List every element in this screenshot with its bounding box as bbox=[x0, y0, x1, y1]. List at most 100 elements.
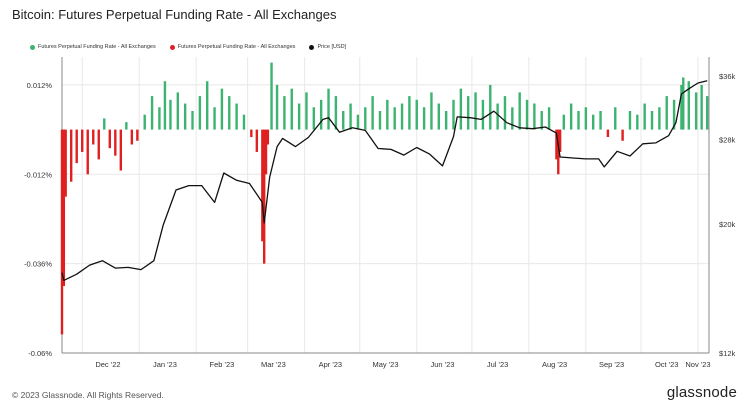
funding-bar-negative bbox=[255, 129, 259, 152]
legend-item-price[interactable]: Price [USD] bbox=[309, 44, 346, 50]
x-tick-label: Jul '23 bbox=[487, 360, 508, 369]
x-tick-label: Nov '23 bbox=[685, 360, 710, 369]
funding-bar-positive bbox=[150, 96, 154, 130]
funding-bar-positive bbox=[220, 88, 224, 130]
funding-bar-negative bbox=[606, 129, 610, 138]
x-tick-label: Oct '23 bbox=[655, 360, 679, 369]
funding-bar-positive bbox=[228, 96, 231, 130]
funding-bar-positive bbox=[577, 110, 580, 130]
funding-bar-negative bbox=[621, 129, 624, 141]
funding-bar-negative bbox=[81, 129, 84, 152]
legend-label-price: Price [USD] bbox=[317, 44, 347, 50]
funding-bar-positive bbox=[103, 118, 106, 130]
y-right-tick-label: $28k bbox=[719, 135, 736, 144]
funding-bar-positive bbox=[334, 96, 338, 130]
funding-bar-positive bbox=[364, 107, 367, 130]
funding-bar-positive bbox=[163, 81, 167, 130]
funding-bar-positive bbox=[643, 103, 646, 130]
funding-bar-positive bbox=[474, 92, 477, 130]
funding-bar-positive bbox=[665, 96, 668, 130]
y-right-tick-label: $36k bbox=[719, 72, 736, 81]
funding-bar-positive bbox=[327, 88, 330, 130]
funding-bar-negative bbox=[75, 129, 78, 164]
funding-bar-negative bbox=[136, 129, 139, 141]
funding-bar-positive bbox=[242, 114, 246, 130]
funding-bar-negative bbox=[60, 129, 64, 335]
funding-bar-positive bbox=[297, 103, 301, 130]
funding-bar-positive bbox=[540, 110, 543, 130]
funding-bar-positive bbox=[270, 62, 273, 130]
price-line bbox=[61, 80, 708, 282]
funding-bar-positive bbox=[319, 99, 323, 130]
funding-bar-positive bbox=[125, 122, 128, 130]
funding-bar-positive bbox=[569, 103, 573, 130]
funding-bar-positive bbox=[378, 110, 382, 130]
funding-bar-positive bbox=[682, 77, 685, 130]
funding-bar-positive bbox=[176, 92, 179, 130]
funding-bar-negative bbox=[262, 129, 266, 264]
funding-bar-negative bbox=[264, 129, 268, 175]
funding-bar-positive bbox=[687, 81, 690, 130]
funding-bar-negative bbox=[119, 129, 123, 171]
glassnode-logo: glassnode bbox=[666, 384, 737, 401]
legend-marker-funding-positive bbox=[30, 44, 35, 50]
funding-bar-positive bbox=[562, 114, 565, 130]
funding-bar-positive bbox=[290, 88, 293, 130]
funding-bar-positive bbox=[342, 110, 345, 130]
funding-bar-positive bbox=[191, 110, 194, 130]
funding-bar-positive bbox=[511, 107, 514, 130]
funding-bar-positive bbox=[415, 99, 418, 130]
funding-bar-positive bbox=[614, 107, 617, 130]
funding-bar-negative bbox=[69, 129, 73, 182]
x-tick-label: Apr '23 bbox=[319, 360, 343, 369]
legend-label-funding-positive: Futures Perpetual Funding Rate - All Exc… bbox=[38, 44, 156, 50]
funding-bar-negative bbox=[558, 129, 562, 152]
y-right-tick-label: $12k bbox=[719, 349, 736, 358]
funding-bar-positive bbox=[636, 114, 639, 130]
y-left-tick-label: -0.06% bbox=[28, 349, 52, 358]
funding-bar-positive bbox=[547, 107, 551, 130]
funding-bar-positive bbox=[371, 96, 374, 130]
funding-bar-positive bbox=[283, 96, 286, 130]
legend-label-funding-negative: Futures Perpetual Funding Rate - All Exc… bbox=[177, 44, 296, 50]
funding-bar-positive bbox=[213, 107, 216, 130]
funding-bar-positive bbox=[386, 99, 389, 130]
funding-bar-positive bbox=[422, 107, 426, 130]
funding-bar-positive bbox=[584, 107, 588, 130]
x-tick-label: Mar '23 bbox=[261, 360, 286, 369]
funding-bar-positive bbox=[525, 99, 529, 130]
funding-bar-negative bbox=[555, 129, 558, 160]
chart-title: Bitcoin: Futures Perpetual Funding Rate … bbox=[12, 7, 337, 22]
funding-bar-positive bbox=[700, 84, 703, 130]
legend-item-funding-positive[interactable]: Futures Perpetual Funding Rate - All Exc… bbox=[30, 44, 156, 50]
funding-bar-negative bbox=[62, 129, 66, 286]
funding-bar-positive bbox=[183, 103, 187, 130]
funding-bar-positive bbox=[444, 110, 448, 130]
funding-bar-negative bbox=[130, 129, 134, 145]
funding-bar-positive bbox=[275, 84, 279, 130]
x-tick-label: Jun '23 bbox=[431, 360, 455, 369]
funding-bar-positive bbox=[459, 88, 463, 130]
funding-bar-negative bbox=[250, 129, 253, 138]
y-left-tick-label: -0.036% bbox=[24, 260, 52, 269]
funding-bar-positive bbox=[533, 103, 536, 130]
legend-item-funding-negative[interactable]: Futures Perpetual Funding Rate - All Exc… bbox=[169, 44, 296, 50]
legend: Futures Perpetual Funding Rate - All Exc… bbox=[30, 44, 346, 50]
funding-bar-positive bbox=[628, 110, 632, 130]
x-tick-label: Feb '23 bbox=[210, 360, 235, 369]
funding-bar-negative bbox=[92, 129, 95, 145]
funding-bar-positive bbox=[305, 92, 308, 130]
funding-bar-positive bbox=[312, 107, 316, 130]
y-left-tick-label: 0.012% bbox=[27, 81, 53, 90]
funding-bar-positive bbox=[393, 107, 396, 130]
funding-bar-positive bbox=[235, 103, 238, 130]
legend-marker-price bbox=[309, 44, 315, 50]
funding-bar-positive bbox=[672, 99, 676, 130]
funding-bar-positive bbox=[408, 96, 411, 130]
funding-bar-positive bbox=[356, 114, 360, 130]
funding-bar-positive bbox=[489, 84, 492, 130]
funding-bar-negative bbox=[108, 129, 111, 149]
funding-bar-positive bbox=[705, 96, 709, 130]
x-tick-label: Aug '23 bbox=[542, 360, 567, 369]
